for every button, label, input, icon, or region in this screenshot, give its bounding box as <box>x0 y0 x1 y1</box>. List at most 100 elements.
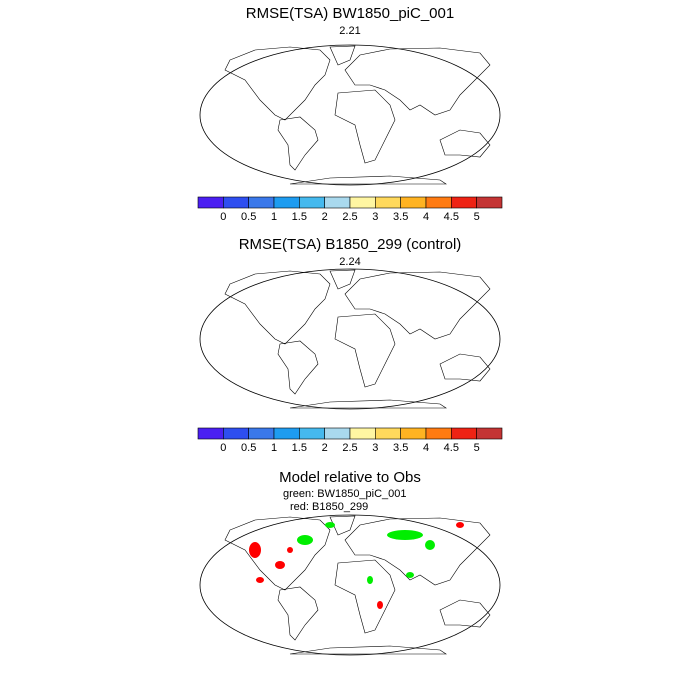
colorbar-label: 1.5 <box>292 442 307 454</box>
field-patch <box>287 344 303 374</box>
colorbar-box <box>425 196 452 209</box>
panel-subtitle: 2.21 <box>339 25 360 37</box>
colorbar-box <box>248 427 275 440</box>
colorbar-label: 0 <box>220 442 226 454</box>
colorbar-box <box>400 427 427 440</box>
field-patch <box>325 272 345 282</box>
signal-patch <box>425 540 435 550</box>
colorbar-box <box>299 196 325 209</box>
legend-line: red: B1850_299 <box>290 501 368 513</box>
field <box>225 270 490 408</box>
panel-title: RMSE(TSA) B1850_299 (control) <box>239 236 462 253</box>
map-frame <box>199 44 501 186</box>
signal-patch <box>275 561 285 569</box>
signal-patch <box>387 530 423 540</box>
colorbar-box <box>299 427 325 440</box>
field-patch <box>335 318 385 330</box>
field-patch <box>230 52 270 68</box>
colorbar-label: 3 <box>372 442 378 454</box>
map <box>199 44 501 186</box>
field-patch <box>335 94 385 106</box>
signal-patch <box>249 542 261 558</box>
colorbar-box <box>476 427 503 440</box>
coastline <box>224 45 491 185</box>
colorbar-box <box>349 196 376 209</box>
map-frame <box>199 268 501 410</box>
field-patch <box>440 54 480 66</box>
signal-patch <box>325 522 335 528</box>
colorbar-label: 2 <box>322 442 328 454</box>
field-patch <box>298 278 322 290</box>
colorbar-box <box>349 427 376 440</box>
signal-patch <box>406 572 414 578</box>
coastline <box>224 269 491 409</box>
colorbar-box <box>197 427 224 440</box>
map <box>199 268 501 410</box>
coastline <box>224 515 491 655</box>
colorbar-box <box>425 427 452 440</box>
field-patch <box>365 349 385 369</box>
signal-patch <box>456 522 464 528</box>
field-patch <box>230 67 250 83</box>
colorbar-box <box>273 196 300 209</box>
field <box>225 46 490 184</box>
colorbar-label: 2.5 <box>342 442 357 454</box>
field-patch <box>440 278 480 290</box>
field-patch <box>458 361 482 377</box>
signal-patch <box>256 577 264 583</box>
colorbar-label: 4.5 <box>444 211 459 223</box>
colorbar-box <box>451 196 477 209</box>
colorbar-box <box>400 196 427 209</box>
legend-line: green: BW1850_piC_001 <box>283 488 407 500</box>
colorbar-box <box>273 427 300 440</box>
field-patch <box>340 281 420 297</box>
map-frame <box>199 514 501 656</box>
signal-patch <box>297 535 313 545</box>
field-patch <box>258 89 282 101</box>
colorbar-box <box>223 427 249 440</box>
colorbar-label: 4.5 <box>444 442 459 454</box>
signal-patch <box>367 576 373 584</box>
panel-subtitle: 2.24 <box>339 256 360 268</box>
colorbar-box <box>248 196 275 209</box>
field-patch <box>258 313 282 325</box>
colorbar-box <box>223 196 249 209</box>
colorbar-label: 5 <box>474 442 480 454</box>
colorbar-box <box>375 196 401 209</box>
field-patch <box>365 125 385 145</box>
field-patch <box>325 48 345 58</box>
panel-title: RMSE(TSA) BW1850_piC_001 <box>246 5 454 22</box>
signal-patch <box>287 547 293 553</box>
panel-title: Model relative to Obs <box>279 469 421 486</box>
colorbar-box <box>197 196 224 209</box>
field-patch <box>275 291 305 307</box>
field-patch <box>298 54 322 66</box>
colorbar-box <box>324 196 351 209</box>
colorbar-box <box>476 196 503 209</box>
colorbar-label: 1.5 <box>292 211 307 223</box>
colorbar-label: 0 <box>220 211 226 223</box>
signal-patch <box>377 601 383 609</box>
field-patch <box>340 57 420 73</box>
colorbar-box <box>324 427 351 440</box>
colorbar-box <box>451 427 477 440</box>
field-patch <box>287 120 303 150</box>
colorbar-label: 4 <box>423 442 429 454</box>
colorbar-label: 5 <box>474 211 480 223</box>
field-base <box>225 270 490 408</box>
colorbar-label: 0.5 <box>241 442 256 454</box>
colorbar-label: 1 <box>271 211 277 223</box>
field-patch <box>458 137 482 153</box>
field-patch <box>275 67 305 83</box>
field-patch <box>230 276 270 292</box>
colorbar-label: 0.5 <box>241 211 256 223</box>
map <box>199 514 501 656</box>
colorbar-label: 1 <box>271 442 277 454</box>
colorbar-label: 3.5 <box>393 442 408 454</box>
field-base <box>225 46 490 184</box>
colorbar-label: 3.5 <box>393 211 408 223</box>
colorbar-label: 2 <box>322 211 328 223</box>
colorbar-label: 4 <box>423 211 429 223</box>
